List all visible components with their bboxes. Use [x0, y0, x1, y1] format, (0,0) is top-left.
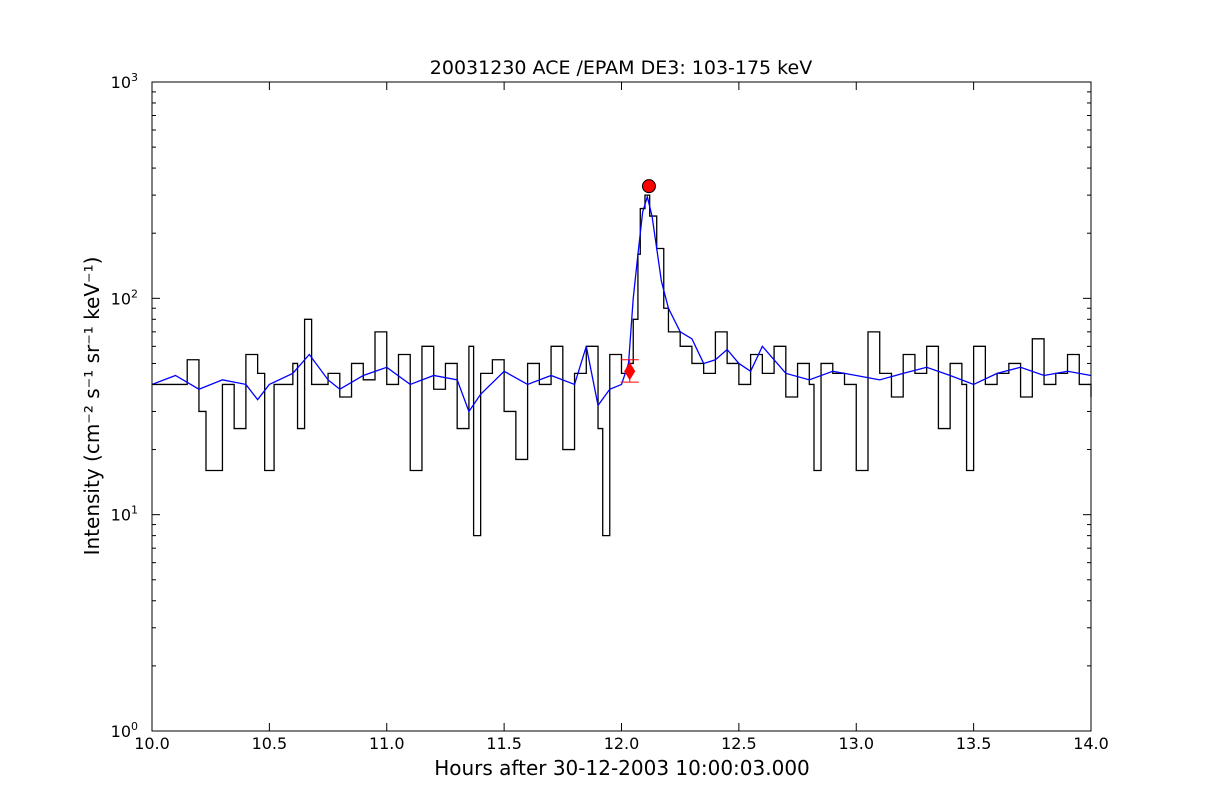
x-tick-label: 13.5 [956, 734, 992, 753]
y-axis-label: Intensity (cm⁻² s⁻¹ sr⁻¹ keV⁻¹) [80, 257, 104, 556]
y-axis: 100 101 102 103 [111, 71, 1091, 741]
onset-marker [624, 362, 636, 381]
x-tick-label: 11.5 [486, 734, 522, 753]
series-line-1 [151, 194, 1092, 413]
y-tick-label: 100 [111, 720, 138, 741]
y-tick-label: 101 [111, 504, 138, 525]
y-tick-label: 102 [111, 287, 138, 308]
x-tick-label: 13.0 [838, 734, 874, 753]
plot-area [151, 179, 1092, 537]
y-tick-label: 103 [111, 71, 138, 92]
x-tick-label: 12.5 [721, 734, 757, 753]
x-tick-label: 12.0 [604, 734, 640, 753]
series-line-0 [152, 194, 1092, 537]
x-axis-label: Hours after 30-12-2003 10:00:03.000 [434, 756, 810, 780]
x-tick-label: 10.0 [134, 734, 170, 753]
peak-marker [641, 179, 656, 194]
x-tick-label: 14.0 [1073, 734, 1109, 753]
x-tick-label: 11.0 [369, 734, 405, 753]
plot-frame [151, 81, 1092, 732]
x-tick-label: 10.5 [252, 734, 288, 753]
chart-title: 20031230 ACE /EPAM DE3: 103-175 keV [430, 57, 812, 79]
x-axis: 10.0 10.5 11.0 11.5 12.0 12.5 13.0 13.5 14.0 [134, 82, 1109, 753]
